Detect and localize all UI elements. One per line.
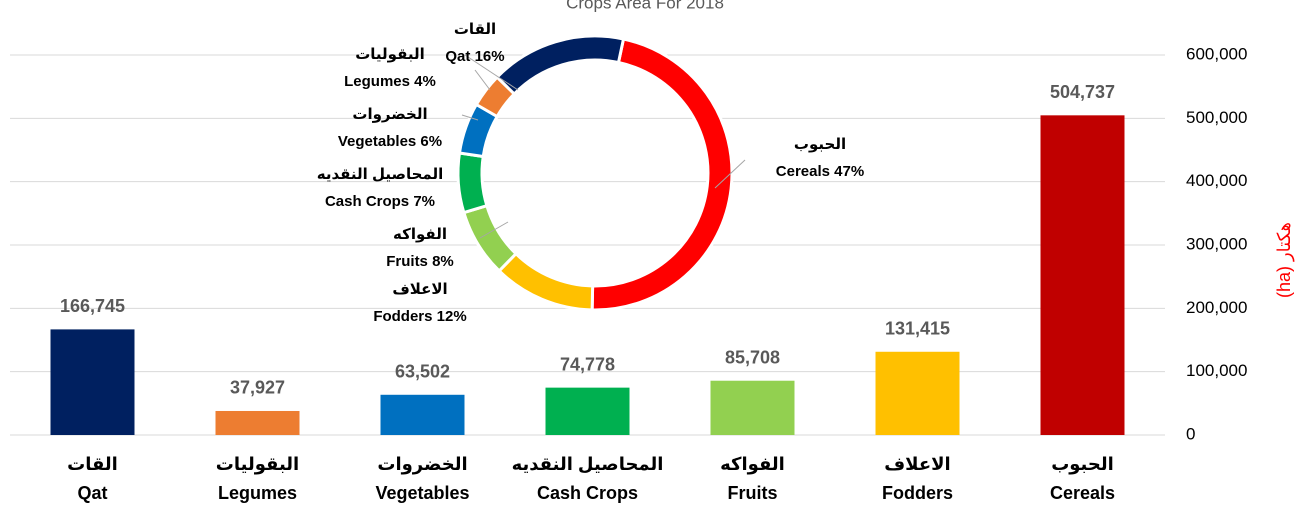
value-label: 131,415 bbox=[885, 319, 950, 339]
value-label: 166,745 bbox=[60, 296, 125, 316]
y-tick-label: 300,000 bbox=[1186, 234, 1247, 253]
bar bbox=[380, 394, 465, 435]
value-label: 74,778 bbox=[560, 354, 615, 374]
y-tick-label: 0 bbox=[1186, 424, 1195, 443]
slice-label: Fodders 12% bbox=[373, 308, 466, 325]
x-tick-label: الخضروات bbox=[377, 454, 467, 475]
leader-line bbox=[461, 114, 479, 121]
value-label: 63,502 bbox=[395, 362, 450, 382]
x-tick-label: Cereals bbox=[1050, 483, 1115, 503]
bar bbox=[50, 329, 135, 435]
slice-category: القات bbox=[454, 21, 496, 38]
x-tick-label: الحبوب bbox=[1051, 454, 1114, 475]
slice-label: Vegetables 6% bbox=[338, 133, 442, 150]
x-tick-label: Fodders bbox=[882, 483, 953, 503]
bar bbox=[545, 387, 630, 435]
bar bbox=[1040, 115, 1125, 435]
leader-line bbox=[474, 69, 491, 91]
value-label: 85,708 bbox=[725, 347, 780, 367]
x-tick-label: Fruits bbox=[727, 483, 777, 503]
slice-category: الاعلاف bbox=[392, 281, 447, 298]
y-tick-label: 100,000 bbox=[1186, 361, 1247, 380]
donut-slice bbox=[456, 151, 489, 215]
donut-slice bbox=[497, 251, 595, 312]
x-tick-label: الفواكه bbox=[720, 454, 785, 475]
x-tick-label: الاعلاف bbox=[884, 454, 950, 474]
x-tick-label: Legumes bbox=[218, 483, 297, 503]
x-tick-label: Cash Crops bbox=[537, 483, 638, 503]
x-tick-label: القات bbox=[67, 454, 118, 474]
slice-category: المحاصيل النقديه bbox=[317, 166, 444, 183]
x-tick-label: Qat bbox=[77, 483, 107, 503]
slice-label: Legumes 4% bbox=[344, 73, 436, 90]
donut-slice bbox=[494, 34, 626, 97]
value-label: 37,927 bbox=[230, 378, 285, 398]
slice-category: البقوليات bbox=[355, 46, 425, 63]
slice-label: Cereals 47% bbox=[776, 163, 864, 180]
bar bbox=[215, 410, 300, 435]
slice-category: الحبوب bbox=[794, 136, 846, 153]
leader-line bbox=[479, 221, 509, 239]
donut-slice bbox=[461, 203, 519, 274]
chart-title: Crops Area For 2018 bbox=[566, 0, 724, 12]
slice-category: الخضروات bbox=[352, 106, 427, 123]
y-tick-label: 500,000 bbox=[1186, 108, 1247, 127]
slice-label: Cash Crops 7% bbox=[325, 193, 435, 210]
slice-label: Qat 16% bbox=[445, 48, 504, 65]
y-tick-label: 400,000 bbox=[1186, 171, 1247, 190]
bar bbox=[710, 380, 795, 435]
x-tick-label: البقوليات bbox=[216, 454, 299, 475]
slice-category: الفواكه bbox=[393, 226, 447, 243]
bar bbox=[875, 351, 960, 435]
value-label: 504,737 bbox=[1050, 82, 1115, 102]
y-axis-label: (ha) هكتار bbox=[1274, 222, 1294, 298]
slice-label: Fruits 8% bbox=[386, 253, 454, 270]
leader-line bbox=[714, 159, 746, 189]
donut-slice bbox=[590, 37, 734, 312]
leader-line bbox=[464, 54, 519, 91]
x-tick-label: Vegetables bbox=[375, 483, 469, 503]
x-tick-label: المحاصيل النقديه bbox=[512, 454, 664, 474]
y-tick-label: 600,000 bbox=[1186, 44, 1247, 63]
y-tick-label: 200,000 bbox=[1186, 298, 1247, 317]
